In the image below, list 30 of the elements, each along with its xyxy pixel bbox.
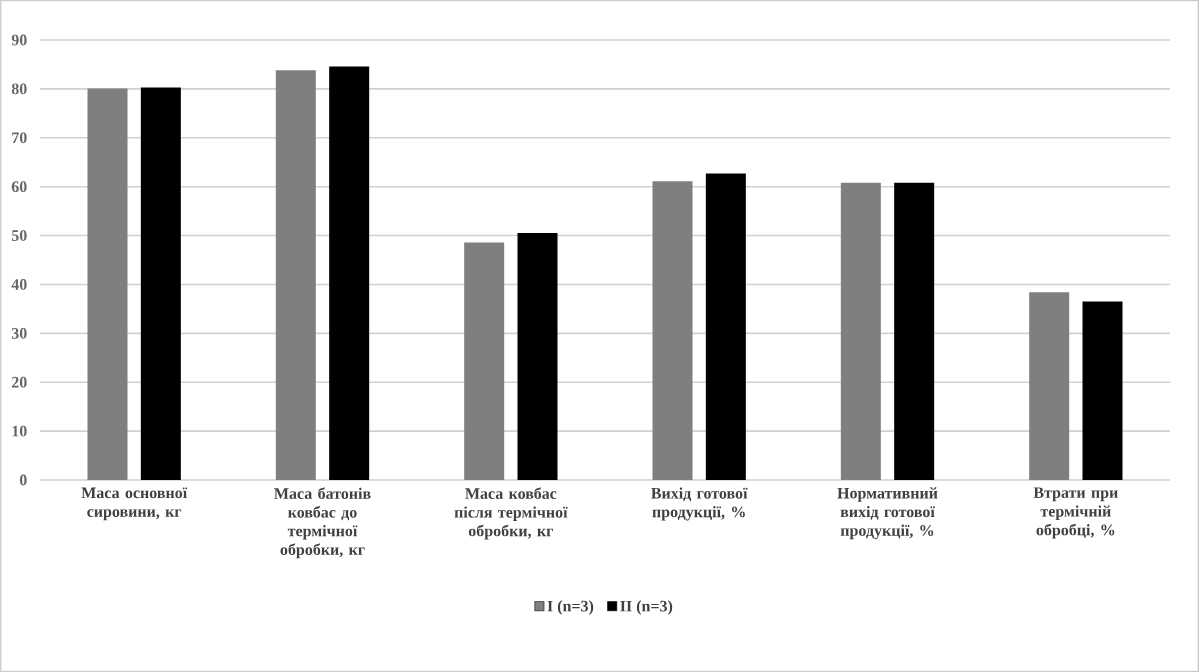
legend-label: I (n=3) — [547, 600, 594, 615]
y-tick-label: 10 — [12, 425, 27, 437]
bar — [652, 181, 693, 480]
y-tick-label: 70 — [12, 132, 27, 144]
y-tick-label: 80 — [11, 83, 27, 95]
y-tick-label: 0 — [19, 474, 27, 486]
x-tick-label: Вихід готової продукції, % — [651, 487, 748, 521]
bar — [87, 88, 128, 480]
bar — [464, 242, 505, 480]
y-tick-label: 90 — [11, 34, 27, 46]
legend-label: II (n=3) — [620, 600, 673, 615]
x-tick-label: Маса основної сировини, кг — [81, 487, 188, 521]
bar — [140, 87, 181, 480]
bar — [1029, 292, 1070, 480]
y-tick-label: 20 — [11, 376, 27, 388]
y-tick-label: 60 — [11, 181, 27, 193]
bar — [894, 182, 935, 480]
x-tick-label: Втрати при термічній обробці, % — [1033, 487, 1118, 539]
x-tick-label: Маса батонів ковбас до термічної обробки, кг — [274, 487, 371, 559]
bar — [517, 233, 558, 480]
y-tick-label: 30 — [11, 327, 27, 339]
y-tick-label: 50 — [11, 230, 27, 241]
bar — [275, 70, 316, 480]
x-tick-label: Маса ковбас після термічної обробки, кг — [454, 487, 568, 540]
bar — [329, 66, 370, 480]
bar — [840, 182, 881, 480]
y-tick-label: 40 — [11, 279, 27, 290]
bar — [705, 173, 746, 480]
x-tick-label: Нормативний вихід готової продукції, % — [837, 487, 938, 540]
bar — [1082, 301, 1123, 480]
